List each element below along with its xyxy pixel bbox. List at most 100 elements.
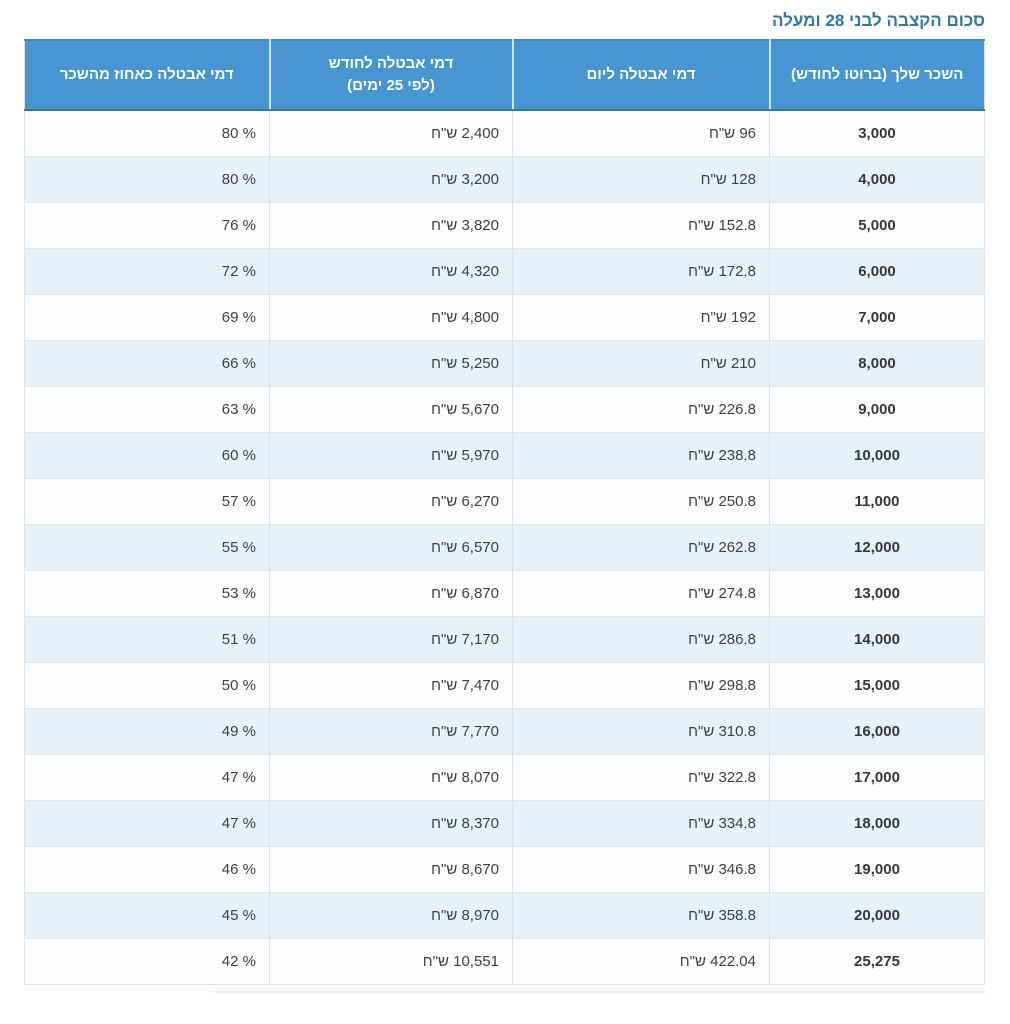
cell-monthly: 5,670 ש"ח [269,385,513,432]
cell-monthly: 4,800 ש"ח [269,293,513,340]
cell-daily: 262.8 ש"ח [512,523,770,570]
table-row: 19,000 346.8 ש"ח 8,670 ש"ח 46 % [24,845,985,892]
cell-monthly: 2,400 ש"ח [269,109,513,156]
column-header-label: דמי אבטלה לחודש [328,55,454,73]
table-row: 16,000 310.8 ש"ח 7,770 ש"ח 49 % [24,707,985,754]
column-header-percent: דמי אבטלה כאחוז מהשכר [24,39,270,111]
cell-daily: 422.04 ש"ח [512,937,770,984]
table-row: 15,000 298.8 ש"ח 7,470 ש"ח 50 % [24,661,985,708]
cell-daily: 128 ש"ח [512,155,770,202]
cell-percent: 80 % [24,155,270,202]
cell-monthly: 7,470 ש"ח [269,661,513,708]
cell-monthly: 5,970 ש"ח [269,431,513,478]
cell-percent: 57 % [24,477,270,524]
cell-daily: 298.8 ש"ח [512,661,770,708]
cell-salary: 16,000 [769,707,985,754]
cell-salary: 9,000 [769,385,985,432]
cell-monthly: 7,170 ש"ח [269,615,513,662]
cell-salary: 4,000 [769,155,985,202]
cell-percent: 60 % [24,431,270,478]
cell-salary: 7,000 [769,293,985,340]
cell-salary: 6,000 [769,247,985,294]
table-row: 6,000 172.8 ש"ח 4,320 ש"ח 72 % [24,247,985,294]
cell-daily: 96 ש"ח [512,109,770,156]
cell-monthly: 8,070 ש"ח [269,753,513,800]
cell-salary: 10,000 [769,431,985,478]
cell-percent: 51 % [24,615,270,662]
column-header-monthly: דמי אבטלה לחודש (לפי 25 ימים) [268,39,513,111]
header-row: השכר שלך (ברוטו לחודש) דמי אבטלה ליום דמי … [24,39,985,111]
cell-salary: 14,000 [769,615,985,662]
cell-percent: 53 % [24,569,270,616]
cell-salary: 11,000 [769,477,985,524]
table-row: 3,000 96 ש"ח 2,400 ש"ח 80 % [24,109,985,156]
table-row: 25,275 422.04 ש"ח 10,551 ש"ח 42 % [24,937,985,984]
column-header-label: דמי אבטלה ליום [586,66,696,84]
column-header-daily: דמי אבטלה ליום [511,39,770,111]
cell-salary: 5,000 [769,201,985,248]
table-header: השכר שלך (ברוטו לחודש) דמי אבטלה ליום דמי … [24,39,985,111]
cell-salary: 20,000 [769,891,985,938]
page-title: סכום הקצבה לבני 28 ומעלה [771,11,985,30]
cell-percent: 42 % [24,937,270,984]
column-header-label: השכר שלך (ברוטו לחודש) [791,66,964,84]
column-header-label: דמי אבטלה כאחוז מהשכר [59,66,234,84]
cell-percent: 66 % [24,339,270,386]
cell-monthly: 3,200 ש"ח [269,155,513,202]
cell-monthly: 6,570 ש"ח [269,523,513,570]
cell-salary: 25,275 [769,937,985,984]
benefits-table: השכר שלך (ברוטו לחודש) דמי אבטלה ליום דמי … [24,39,985,985]
cell-salary: 13,000 [769,569,985,616]
table-row: 4,000 128 ש"ח 3,200 ש"ח 80 % [24,155,985,202]
cell-percent: 69 % [24,293,270,340]
cell-salary: 3,000 [769,109,985,156]
table-row: 12,000 262.8 ש"ח 6,570 ש"ח 55 % [24,523,985,570]
cell-daily: 358.8 ש"ח [512,891,770,938]
content-area: סכום הקצבה לבני 28 ומעלה השכר שלך (ברוטו… [24,11,985,994]
cell-monthly: 7,770 ש"ח [269,707,513,754]
table-body: 3,000 96 ש"ח 2,400 ש"ח 80 % 4,000 128 ש"ח 3,20… [24,109,985,984]
cell-percent: 80 % [24,109,270,156]
cell-daily: 172.8 ש"ח [512,247,770,294]
cell-daily: 274.8 ש"ח [512,569,770,616]
cell-daily: 286.8 ש"ח [512,615,770,662]
cell-salary: 18,000 [769,799,985,846]
cell-monthly: 6,270 ש"ח [269,477,513,524]
cell-daily: 310.8 ש"ח [512,707,770,754]
cell-monthly: 5,250 ש"ח [269,339,513,386]
table-row: 7,000 192 ש"ח 4,800 ש"ח 69 % [24,293,985,340]
table-row: 10,000 238.8 ש"ח 5,970 ש"ח 60 % [24,431,985,478]
cell-percent: 49 % [24,707,270,754]
cell-daily: 238.8 ש"ח [512,431,770,478]
table-row: 14,000 286.8 ש"ח 7,170 ש"ח 51 % [24,615,985,662]
table-row: 11,000 250.8 ש"ח 6,270 ש"ח 57 % [24,477,985,524]
cell-daily: 346.8 ש"ח [512,845,770,892]
cell-percent: 47 % [24,753,270,800]
cell-percent: 45 % [24,891,270,938]
cell-percent: 63 % [24,385,270,432]
cell-percent: 47 % [24,799,270,846]
table-row: 13,000 274.8 ש"ח 6,870 ש"ח 53 % [24,569,985,616]
table-row: 17,000 322.8 ש"ח 8,070 ש"ח 47 % [24,753,985,800]
cell-daily: 210 ש"ח [512,339,770,386]
cell-monthly: 8,370 ש"ח [269,799,513,846]
cell-percent: 72 % [24,247,270,294]
cell-percent: 50 % [24,661,270,708]
cell-daily: 226.8 ש"ח [512,385,770,432]
cell-percent: 55 % [24,523,270,570]
table-row: 5,000 152.8 ש"ח 3,820 ש"ח 76 % [24,201,985,248]
cell-salary: 19,000 [769,845,985,892]
cell-monthly: 6,870 ש"ח [269,569,513,616]
cell-daily: 250.8 ש"ח [512,477,770,524]
cell-daily: 152.8 ש"ח [512,201,770,248]
cell-daily: 192 ש"ח [512,293,770,340]
cell-percent: 76 % [24,201,270,248]
table-row: 18,000 334.8 ש"ח 8,370 ש"ח 47 % [24,799,985,846]
cell-daily: 334.8 ש"ח [512,799,770,846]
cell-monthly: 8,970 ש"ח [269,891,513,938]
cell-salary: 15,000 [769,661,985,708]
cell-percent: 46 % [24,845,270,892]
cell-monthly: 3,820 ש"ח [269,201,513,248]
cell-monthly: 8,670 ש"ח [269,845,513,892]
